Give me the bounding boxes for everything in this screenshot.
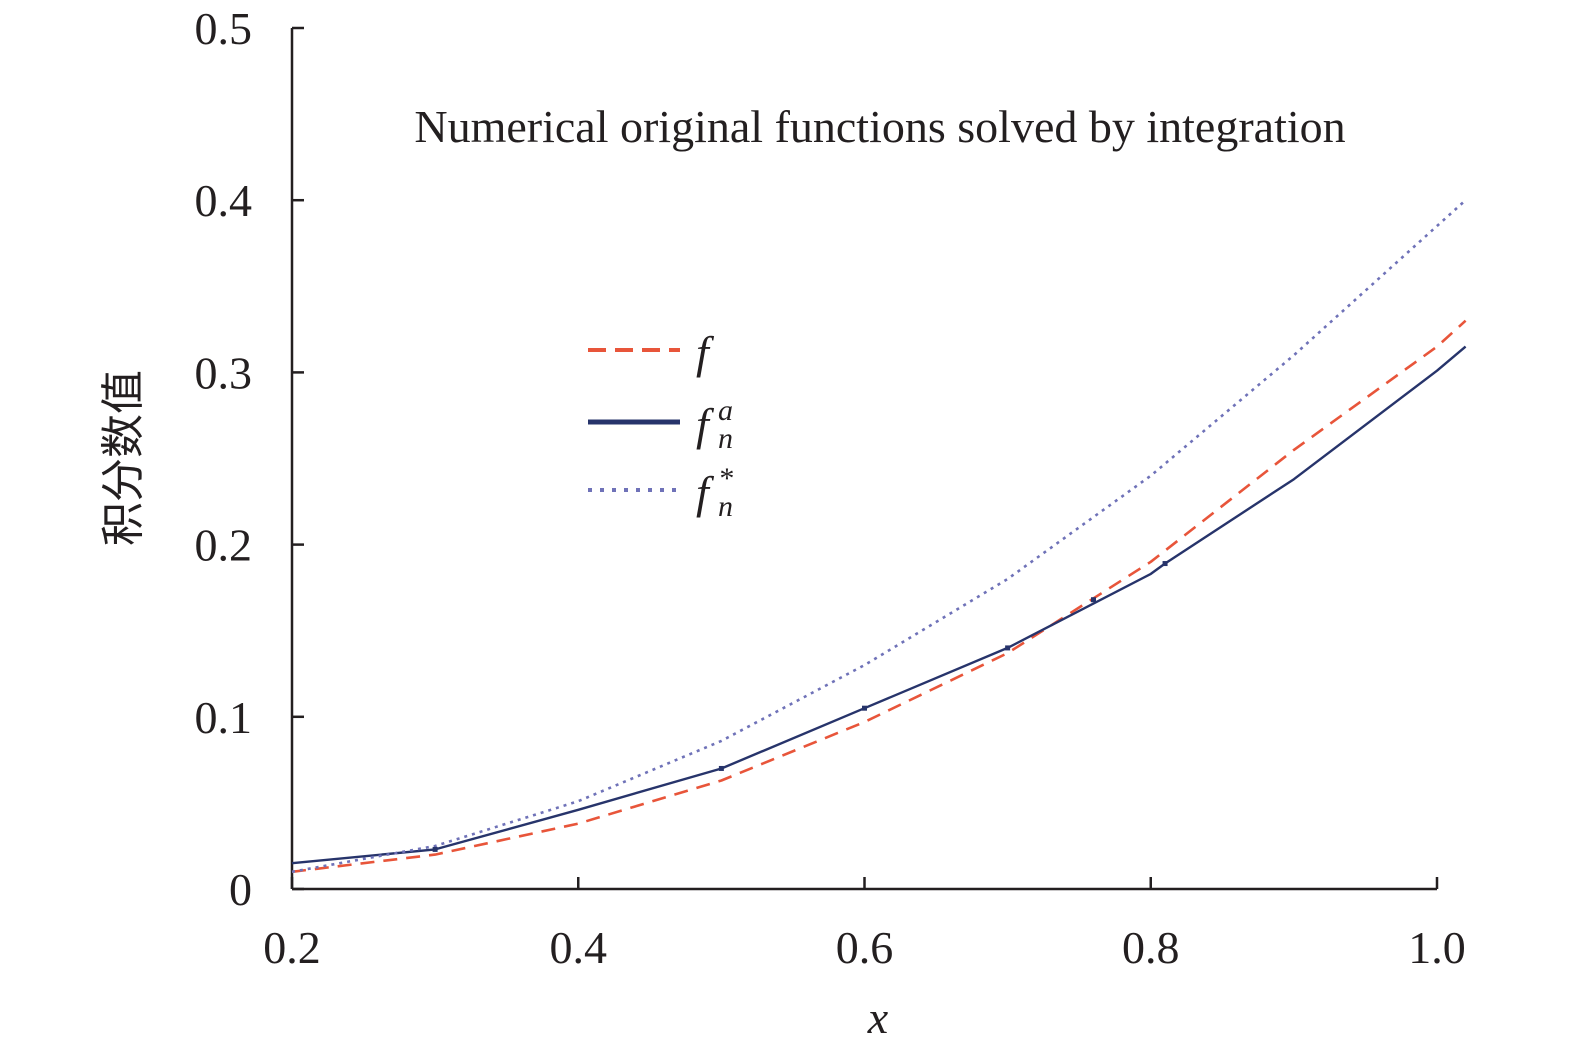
series-point [862,705,867,711]
chart-title: Numerical original functions solved by i… [414,101,1345,152]
legend-label-sup-2: * [718,462,733,495]
legend-label-2: f [696,467,715,518]
series-layer [291,199,1467,874]
legend-label-sub-1: n [718,422,733,455]
y-tick-label: 0.2 [195,520,253,571]
series-point [1162,561,1168,567]
y-tick-label: 0.1 [195,692,253,743]
legend: ff anf *n [588,327,733,523]
axes: 0.2 0.4 0.6 0.8 1.0 0 0.1 0.2 0.3 0.4 0.5 [195,3,1466,973]
legend-label-1: f [696,399,715,450]
legend-label-sub-2: n [718,490,733,523]
series-line-1 [291,345,1467,865]
series-point [432,846,438,852]
x-tick-label: 0.8 [1122,922,1180,973]
marker-layer [432,561,1168,852]
series-point [1005,645,1011,651]
x-tick-label: 0.6 [836,922,894,973]
y-tick-label: 0.3 [195,347,253,398]
legend-label-sup-1: a [718,394,733,427]
series-point [718,765,724,771]
x-axis-label: x [867,992,889,1043]
series-line-2 [291,199,1467,874]
y-tick-label: 0.4 [195,175,253,226]
series-point [1091,597,1096,603]
y-tick-label: 0 [229,864,252,915]
x-tick-label: 0.4 [550,922,608,973]
x-tick-label: 0.2 [263,922,321,973]
y-axis-label: 积分数值 [98,370,149,546]
legend-label-0: f [696,327,715,378]
x-tick-label: 1.0 [1408,922,1466,973]
y-tick-label: 0.5 [195,3,253,54]
series-line-0 [291,319,1467,874]
